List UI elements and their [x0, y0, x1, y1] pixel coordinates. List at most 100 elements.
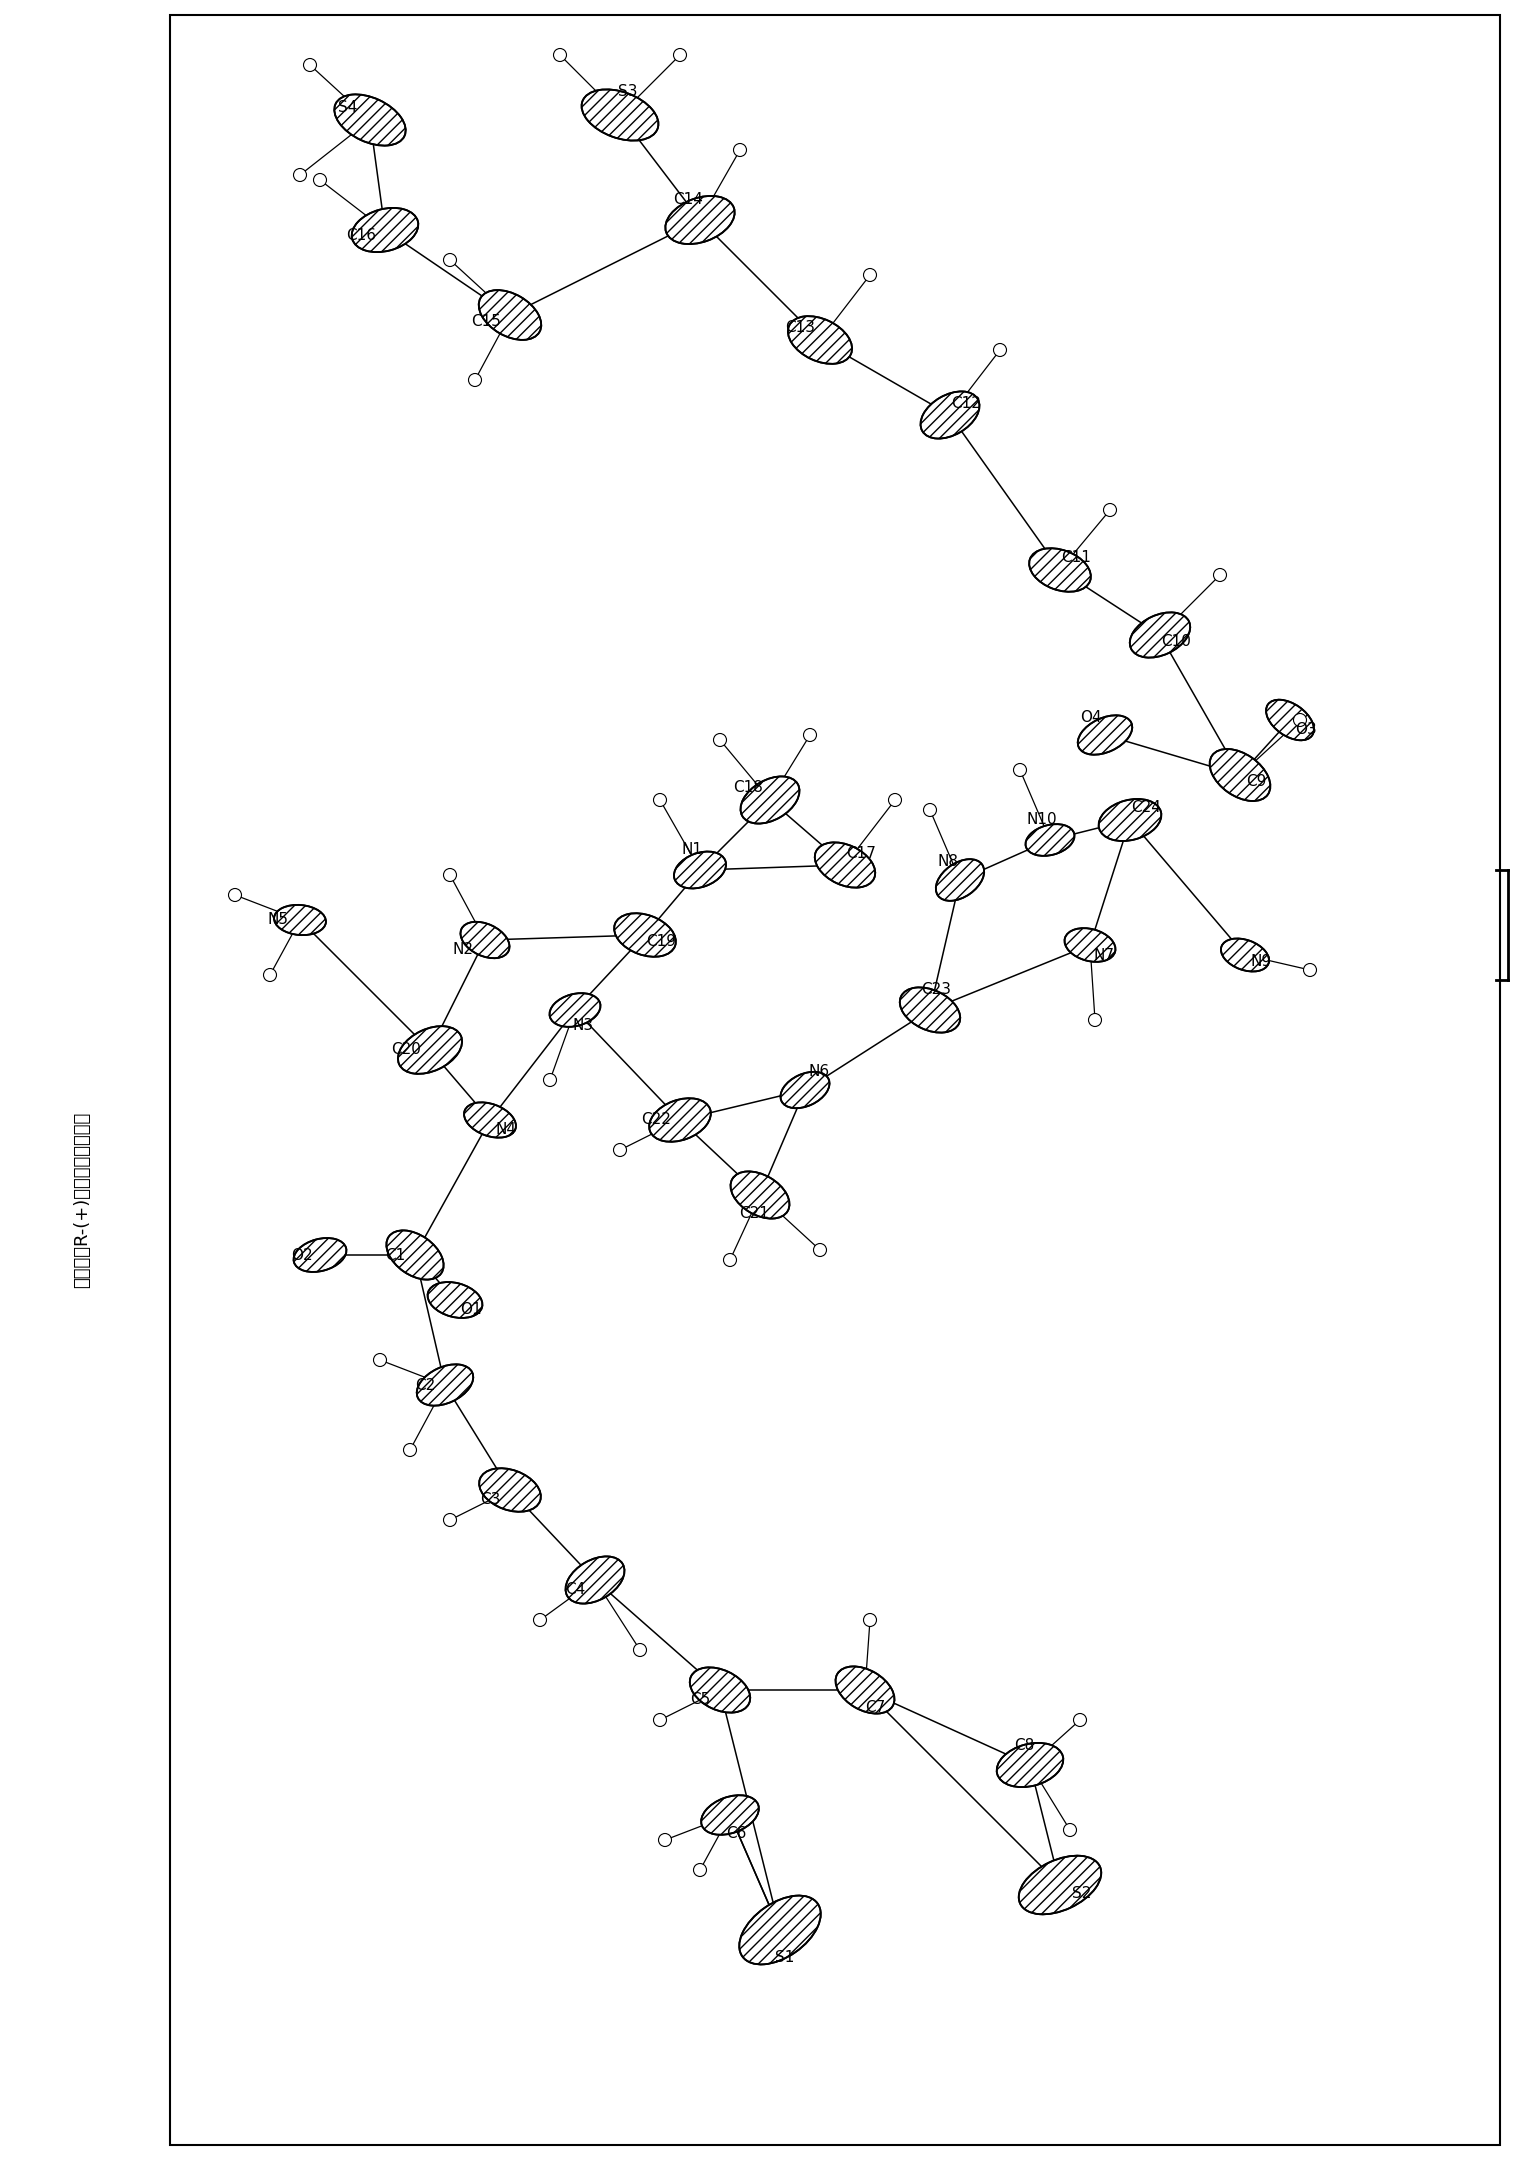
- Text: C1: C1: [385, 1248, 404, 1263]
- Ellipse shape: [1265, 700, 1314, 741]
- Ellipse shape: [1074, 1713, 1086, 1726]
- Text: C12: C12: [951, 396, 980, 411]
- Ellipse shape: [550, 994, 601, 1026]
- Ellipse shape: [689, 1667, 751, 1713]
- Ellipse shape: [469, 374, 481, 387]
- Text: C20: C20: [391, 1044, 421, 1057]
- Text: C19: C19: [647, 933, 676, 948]
- Text: N1: N1: [682, 844, 703, 857]
- Text: S2: S2: [1072, 1885, 1092, 1900]
- Ellipse shape: [1221, 939, 1268, 972]
- Ellipse shape: [634, 1644, 647, 1657]
- Text: 二甲双胍R-(+)硫辛酸的晶体结构: 二甲双胍R-(+)硫辛酸的晶体结构: [74, 1111, 90, 1289]
- Ellipse shape: [1063, 1824, 1077, 1837]
- Ellipse shape: [659, 1833, 671, 1846]
- Ellipse shape: [544, 1074, 556, 1087]
- Ellipse shape: [1213, 567, 1227, 580]
- Ellipse shape: [1089, 1013, 1102, 1026]
- Ellipse shape: [924, 804, 936, 817]
- Text: N4: N4: [495, 1122, 516, 1137]
- Ellipse shape: [417, 1365, 473, 1407]
- Ellipse shape: [553, 48, 567, 61]
- Text: C23: C23: [921, 983, 951, 998]
- Text: C13: C13: [784, 320, 815, 335]
- Ellipse shape: [1025, 824, 1074, 857]
- Ellipse shape: [650, 1098, 711, 1141]
- Text: C15: C15: [470, 313, 501, 328]
- Ellipse shape: [694, 1863, 706, 1876]
- Text: C8: C8: [1014, 1737, 1034, 1752]
- Ellipse shape: [921, 391, 979, 439]
- Ellipse shape: [403, 1444, 417, 1457]
- Ellipse shape: [803, 728, 817, 741]
- Ellipse shape: [398, 1026, 463, 1074]
- Ellipse shape: [899, 987, 961, 1033]
- Text: C18: C18: [734, 780, 763, 796]
- Ellipse shape: [386, 1230, 444, 1280]
- Text: N8: N8: [938, 854, 959, 870]
- Ellipse shape: [613, 1144, 627, 1157]
- Text: C22: C22: [640, 1113, 671, 1128]
- Text: C4: C4: [565, 1583, 585, 1598]
- Ellipse shape: [1129, 613, 1190, 657]
- Ellipse shape: [740, 776, 800, 824]
- Text: C21: C21: [738, 1207, 769, 1220]
- Text: C9: C9: [1246, 774, 1265, 789]
- Ellipse shape: [1014, 763, 1026, 776]
- Ellipse shape: [582, 89, 659, 141]
- Ellipse shape: [303, 59, 317, 72]
- Ellipse shape: [997, 1744, 1063, 1787]
- Ellipse shape: [1304, 963, 1316, 976]
- Ellipse shape: [478, 289, 541, 339]
- Ellipse shape: [787, 315, 852, 363]
- Text: C10: C10: [1161, 633, 1190, 648]
- Ellipse shape: [780, 1072, 829, 1109]
- Ellipse shape: [714, 733, 726, 746]
- Text: C3: C3: [480, 1494, 499, 1507]
- Ellipse shape: [1077, 715, 1132, 754]
- Text: S4: S4: [339, 100, 357, 115]
- Ellipse shape: [813, 1244, 826, 1257]
- Text: N2: N2: [452, 944, 473, 957]
- Text: N7: N7: [1094, 948, 1114, 963]
- Ellipse shape: [1030, 548, 1091, 591]
- Ellipse shape: [654, 1713, 666, 1726]
- Ellipse shape: [1103, 504, 1117, 517]
- Text: C14: C14: [673, 193, 703, 207]
- Ellipse shape: [723, 1254, 737, 1267]
- Ellipse shape: [936, 859, 984, 900]
- Ellipse shape: [443, 1513, 457, 1526]
- Text: C6: C6: [726, 1826, 746, 1841]
- Ellipse shape: [314, 174, 326, 187]
- Text: C7: C7: [866, 1700, 885, 1715]
- Text: N3: N3: [573, 1017, 593, 1033]
- Ellipse shape: [864, 1613, 876, 1626]
- Ellipse shape: [674, 852, 726, 889]
- Ellipse shape: [1098, 800, 1161, 841]
- Text: C17: C17: [846, 846, 876, 861]
- Ellipse shape: [334, 93, 406, 146]
- Ellipse shape: [374, 1354, 386, 1367]
- Ellipse shape: [702, 1796, 758, 1835]
- Ellipse shape: [1065, 928, 1115, 961]
- Text: C24: C24: [1131, 800, 1161, 815]
- Text: O1: O1: [460, 1302, 481, 1317]
- Text: N9: N9: [1250, 954, 1272, 967]
- Text: N10: N10: [1026, 813, 1057, 828]
- Text: N5: N5: [268, 913, 288, 928]
- Ellipse shape: [993, 343, 1007, 357]
- Ellipse shape: [264, 967, 276, 980]
- Ellipse shape: [864, 270, 876, 280]
- Ellipse shape: [352, 209, 418, 252]
- Text: C11: C11: [1062, 550, 1091, 565]
- Text: C16: C16: [346, 228, 375, 243]
- Text: O4: O4: [1080, 709, 1102, 724]
- Ellipse shape: [274, 904, 326, 935]
- Ellipse shape: [740, 1896, 821, 1965]
- Ellipse shape: [654, 794, 666, 807]
- Ellipse shape: [614, 913, 676, 957]
- Ellipse shape: [889, 794, 901, 807]
- Ellipse shape: [674, 48, 686, 61]
- Ellipse shape: [533, 1613, 547, 1626]
- Ellipse shape: [665, 196, 735, 243]
